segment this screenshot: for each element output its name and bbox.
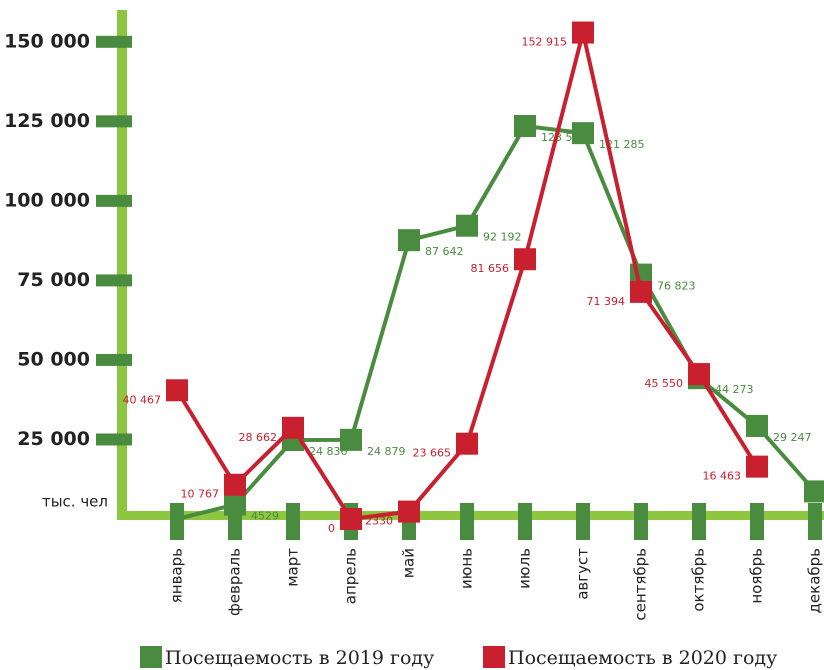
x-tick-label: сентябрь <box>632 548 650 621</box>
data-label: 81 656 <box>471 262 510 275</box>
x-tick <box>286 503 300 540</box>
y-tick <box>96 433 132 446</box>
marker <box>456 432 478 455</box>
marker <box>398 229 420 252</box>
x-tick-label: апрель <box>342 548 360 604</box>
x-tick <box>460 503 474 540</box>
marker <box>456 214 478 237</box>
x-tick <box>750 503 764 540</box>
data-label: 0 <box>328 522 335 535</box>
y-axis <box>117 10 127 520</box>
y-tick-label: 25 000 <box>17 428 90 450</box>
marker <box>340 428 362 451</box>
x-tick-label: декабрь <box>806 548 824 613</box>
y-axis-label: тыс. чел <box>42 493 108 511</box>
y-tick <box>96 274 132 287</box>
data-label: 71 394 <box>587 295 626 308</box>
data-label: 76 823 <box>657 280 696 293</box>
x-tick-label: июнь <box>458 548 476 589</box>
marker <box>746 414 768 437</box>
data-label: 24 836 <box>309 445 348 458</box>
legend-swatch <box>483 646 505 668</box>
legend-swatch <box>140 646 162 668</box>
x-tick <box>692 503 706 540</box>
marker <box>572 122 594 145</box>
x-tick-label: июль <box>516 548 534 589</box>
y-tick-label: 75 000 <box>17 269 90 291</box>
marker <box>224 473 246 496</box>
y-tick-label: 100 000 <box>4 189 90 211</box>
data-label: 87 642 <box>425 245 464 258</box>
marker <box>746 455 768 478</box>
marker <box>572 21 594 44</box>
y-tick-label: 150 000 <box>4 30 90 52</box>
marker <box>340 508 362 530</box>
y-tick <box>96 115 132 128</box>
x-tick <box>808 503 822 540</box>
x-tick-label: август <box>574 548 592 600</box>
x-tick-label: май <box>400 548 418 578</box>
data-label: 2330 <box>365 515 393 528</box>
legend-label: Посещаемость в 2020 году <box>508 647 777 669</box>
data-label: 45 550 <box>645 377 684 390</box>
data-label: 4529 <box>251 510 279 523</box>
data-label: 28 662 <box>239 431 278 444</box>
data-label: 152 915 <box>522 36 568 49</box>
marker <box>398 500 420 523</box>
marker <box>166 379 188 402</box>
x-tick <box>170 503 184 540</box>
marker <box>224 493 246 516</box>
x-tick <box>518 503 532 540</box>
data-label: 10 767 <box>181 488 220 501</box>
data-label: 92 192 <box>483 231 522 244</box>
x-tick <box>576 503 590 540</box>
x-tick-label: март <box>284 548 302 587</box>
x-tick-label: январь <box>168 548 186 603</box>
marker <box>688 363 710 386</box>
marker <box>282 416 304 439</box>
legend-label: Посещаемость в 2019 году <box>165 647 434 669</box>
y-tick-label: 125 000 <box>4 110 90 132</box>
data-label: 23 665 <box>413 447 452 460</box>
x-tick-label: ноябрь <box>748 548 766 604</box>
marker <box>514 114 536 137</box>
y-tick <box>96 35 132 48</box>
y-tick-label: 50 000 <box>17 348 90 370</box>
data-label: 40 467 <box>123 393 162 406</box>
data-label: 44 273 <box>715 383 754 396</box>
marker <box>514 248 536 271</box>
series-line <box>176 123 817 521</box>
marker <box>804 480 824 503</box>
y-tick <box>96 353 132 366</box>
data-label: 29 247 <box>773 431 812 444</box>
y-tick <box>96 194 132 207</box>
data-label: 24 879 <box>367 445 406 458</box>
marker <box>630 280 652 303</box>
x-tick <box>634 503 648 540</box>
x-tick-label: октябрь <box>690 548 708 612</box>
x-tick-label: февраль <box>226 548 244 616</box>
data-label: 16 463 <box>703 470 742 483</box>
